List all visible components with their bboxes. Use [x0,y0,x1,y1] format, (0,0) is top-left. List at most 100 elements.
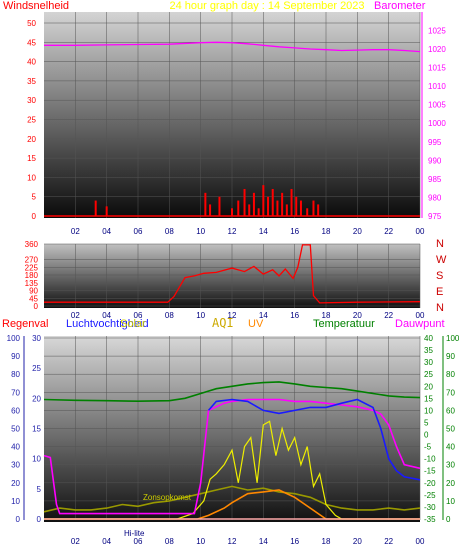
x-tick-label: 16 [290,227,299,236]
y-rain-tick-label: 80 [11,370,20,379]
wind-speed-bar [94,200,97,216]
panel-1-title: 24 hour graph day : 14 September 2023 [169,0,364,12]
y-direction-tick-label: 225 [25,263,39,272]
annotation-label: Zonsopkomst [143,493,192,502]
x-tick-label: 22 [384,227,393,236]
panel-2-grid [44,243,421,308]
y-temperature-tick-label: 40 [424,334,433,343]
wind-speed-bar [281,192,284,216]
x-tick-label: 00 [416,227,425,236]
x-tick-label: 02 [71,537,80,546]
y-right-far-tick-label: 40 [446,443,455,452]
x-tick-label: 18 [322,311,331,320]
y-right-tick-label: 980 [428,193,442,202]
y-rain-tick-label: 60 [11,406,20,415]
x-tick-label: 12 [228,537,237,546]
x-tick-label: 04 [102,537,111,546]
panel-2-marks [44,244,421,304]
x-tick-label: 20 [353,227,362,236]
y-right-tick-label: 1000 [428,119,446,128]
wind-direction-line [44,244,421,304]
y-right-far-tick-label: 90 [446,352,455,361]
y-left-tick-label: 0 [32,212,37,221]
wind-speed-bar [285,204,288,216]
series-label: Temperatuur [313,318,375,330]
x-tick-label: 10 [196,227,205,236]
y-rain-tick-label: 90 [11,352,20,361]
x-tick-label: 16 [290,311,299,320]
y-rain-tick-label: 0 [16,515,21,524]
y-direction-tick-label: 270 [25,256,39,265]
wind-speed-bar [276,200,279,216]
y-temperature-tick-label: -10 [424,455,436,464]
compass-label: S [436,270,443,282]
dauwpunt-line [43,398,421,515]
y-temperature-tick-label: 5 [424,418,429,427]
y-right-tick-label: 985 [428,175,442,184]
wind-speed-bar [312,200,315,216]
y-left-tick-label: 5 [32,193,37,202]
x-tick-label: 18 [322,227,331,236]
compass-label: N [436,238,444,250]
y-left-tick-label: 25 [27,116,36,125]
y-direction-tick-label: 45 [29,294,38,303]
wind-speed-bar [218,196,221,216]
y-rain-tick-label: 100 [7,334,21,343]
y-right-far-tick-label: 60 [446,406,455,415]
x-tick-label: 22 [384,537,393,546]
luchtvochtigheid-line [207,398,421,481]
panel-1-axes: 0510152025303540455097598098599099510001… [27,12,446,236]
y-right-tick-label: 1025 [428,26,446,35]
x-tick-label: 14 [259,537,268,546]
wind-speed-bar [252,192,255,216]
x-tick-label: 06 [134,537,143,546]
series-label: UV [248,318,264,330]
panel-1-marks [44,41,421,217]
aqi-line [43,485,421,513]
y-rain-tick-label: 20 [11,479,20,488]
y-right-tick-label: 1015 [428,64,446,73]
wind-speed-bar [237,200,240,216]
y-temperature-tick-label: 25 [424,370,433,379]
y-temperature-tick-label: 35 [424,346,433,355]
y-left-tick-label: 10 [27,173,36,182]
wind-speed-bar [209,204,212,216]
panel-1-right-label: Barometer [374,0,426,12]
wind-speed-bar [267,196,270,216]
solar-line [44,420,420,520]
y-rain-tick-label: 10 [11,497,20,506]
compass-label: E [436,286,443,298]
y-temperature-tick-label: 0 [424,431,429,440]
y-right-tick-label: 990 [428,156,442,165]
y-temperature-tick-label: 10 [424,406,433,415]
y-temperature-tick-label: -30 [424,503,436,512]
y-right-far-tick-label: 20 [446,479,455,488]
y-humidity-tick-label: 25 [32,364,41,373]
x-tick-label: 14 [259,227,268,236]
y-direction-tick-label: 0 [34,302,39,311]
wind-speed-bar [299,200,302,216]
barometer-line [44,41,421,53]
x-tick-label: 08 [165,537,174,546]
wind-speed-bar [306,208,309,216]
uv-line [44,489,420,520]
series-label: AQI [212,316,234,330]
series-label: Regenval [2,318,48,330]
x-tick-label: 08 [165,311,174,320]
y-left-tick-label: 30 [27,96,36,105]
x-tick-label: 02 [71,227,80,236]
y-right-tick-label: 975 [428,212,442,221]
x-tick-label: 10 [196,537,205,546]
y-right-far-tick-label: 0 [446,515,451,524]
x-tick-label: 18 [322,537,331,546]
y-left-tick-label: 15 [27,154,36,163]
panel-3-axes: 0102030405060708090100051015202530-35-30… [7,334,460,546]
x-tick-label: 08 [165,227,174,236]
y-direction-tick-label: 135 [25,279,39,288]
y-humidity-tick-label: 30 [32,334,41,343]
y-right-far-tick-label: 80 [446,370,455,379]
y-temperature-tick-label: 15 [424,394,433,403]
y-left-tick-label: 45 [27,38,36,47]
y-temperature-tick-label: -15 [424,467,436,476]
